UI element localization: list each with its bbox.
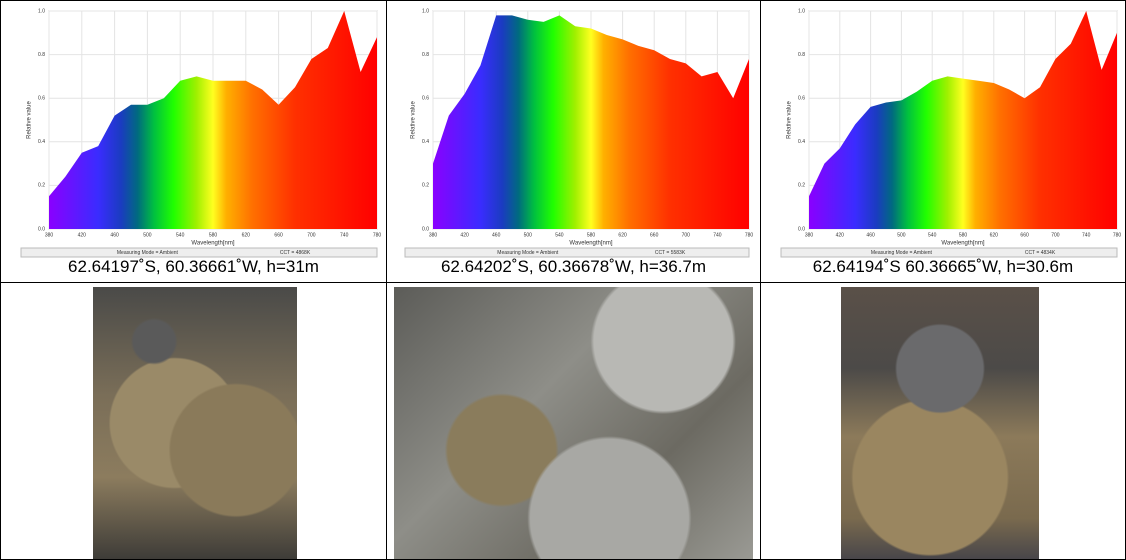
x-tick-label: 460 bbox=[492, 232, 501, 238]
x-axis-label: Wavelength[nm] bbox=[941, 241, 984, 247]
y-tick-label: 1.0 bbox=[38, 8, 45, 14]
x-tick-label: 500 bbox=[143, 232, 152, 238]
x-tick-label: 500 bbox=[897, 232, 906, 238]
x-tick-label: 780 bbox=[745, 232, 753, 238]
y-axis-label: Relative value bbox=[27, 100, 33, 138]
footer-bar bbox=[21, 248, 377, 257]
y-axis-label: Relative value bbox=[411, 100, 417, 138]
x-tick-label: 660 bbox=[1020, 232, 1029, 238]
y-tick-label: 0.8 bbox=[38, 52, 45, 58]
footer-bar bbox=[781, 248, 1117, 257]
x-tick-label: 740 bbox=[1082, 232, 1091, 238]
footer-right: CCT = 4868K bbox=[280, 250, 311, 256]
x-tick-label: 580 bbox=[209, 232, 218, 238]
y-tick-label: 0.4 bbox=[422, 139, 429, 145]
photo bbox=[93, 287, 297, 559]
x-tick-label: 380 bbox=[805, 232, 814, 238]
x-tick-label: 420 bbox=[460, 232, 469, 238]
caption: 62.64197˚S, 60.36661˚W, h=31m bbox=[1, 257, 386, 277]
y-tick-label: 0.8 bbox=[422, 52, 429, 58]
photo bbox=[394, 287, 753, 559]
x-axis-label: Wavelength[nm] bbox=[191, 241, 234, 247]
x-tick-label: 740 bbox=[713, 232, 722, 238]
x-tick-label: 500 bbox=[524, 232, 533, 238]
x-tick-label: 540 bbox=[555, 232, 564, 238]
x-tick-label: 780 bbox=[1113, 232, 1121, 238]
y-tick-label: 0.2 bbox=[38, 183, 45, 189]
x-tick-label: 540 bbox=[928, 232, 937, 238]
x-tick-label: 380 bbox=[429, 232, 438, 238]
x-tick-label: 660 bbox=[274, 232, 283, 238]
y-tick-label: 0.2 bbox=[422, 183, 429, 189]
x-tick-label: 700 bbox=[682, 232, 691, 238]
footer-left: Measuring Mode = Ambient bbox=[871, 250, 933, 256]
x-axis-label: Wavelength[nm] bbox=[569, 241, 612, 247]
footer-left: Measuring Mode = Ambient bbox=[117, 250, 179, 256]
caption: 62.64194˚S 60.36665˚W, h=30.6m bbox=[761, 257, 1125, 277]
footer-bar bbox=[405, 248, 749, 257]
x-tick-label: 780 bbox=[373, 232, 381, 238]
x-tick-label: 620 bbox=[242, 232, 251, 238]
x-tick-label: 700 bbox=[307, 232, 316, 238]
x-tick-label: 660 bbox=[650, 232, 659, 238]
x-tick-label: 580 bbox=[959, 232, 968, 238]
y-tick-label: 0.4 bbox=[38, 139, 45, 145]
footer-right: CCT = 4834K bbox=[1025, 250, 1056, 256]
photo-cell bbox=[386, 282, 761, 560]
x-tick-label: 620 bbox=[618, 232, 627, 238]
x-tick-label: 740 bbox=[340, 232, 349, 238]
footer-left: Measuring Mode = Ambient bbox=[497, 250, 559, 256]
y-tick-label: 1.0 bbox=[422, 8, 429, 14]
x-tick-label: 700 bbox=[1051, 232, 1060, 238]
x-tick-label: 420 bbox=[836, 232, 845, 238]
x-tick-label: 540 bbox=[176, 232, 185, 238]
x-tick-label: 460 bbox=[866, 232, 875, 238]
y-tick-label: 0.6 bbox=[798, 96, 805, 102]
caption: 62.64202˚S, 60.36678˚W, h=36.7m bbox=[387, 257, 760, 277]
y-tick-label: 0.4 bbox=[798, 139, 805, 145]
y-tick-label: 0.8 bbox=[798, 52, 805, 58]
y-tick-label: 1.0 bbox=[798, 8, 805, 14]
photo-cell bbox=[0, 282, 387, 560]
x-tick-label: 420 bbox=[78, 232, 87, 238]
x-tick-label: 580 bbox=[587, 232, 596, 238]
y-tick-label: 0.2 bbox=[798, 183, 805, 189]
x-tick-label: 460 bbox=[110, 232, 119, 238]
x-tick-label: 380 bbox=[45, 232, 54, 238]
y-axis-label: Relative value bbox=[787, 100, 793, 138]
photo-cell bbox=[760, 282, 1126, 560]
photo bbox=[841, 287, 1039, 559]
y-tick-label: 0.6 bbox=[422, 96, 429, 102]
y-tick-label: 0.6 bbox=[38, 96, 45, 102]
figure: 0.00.20.40.60.81.03804204605005405806206… bbox=[0, 0, 1126, 560]
footer-right: CCT = 5583K bbox=[655, 250, 686, 256]
x-tick-label: 620 bbox=[990, 232, 999, 238]
